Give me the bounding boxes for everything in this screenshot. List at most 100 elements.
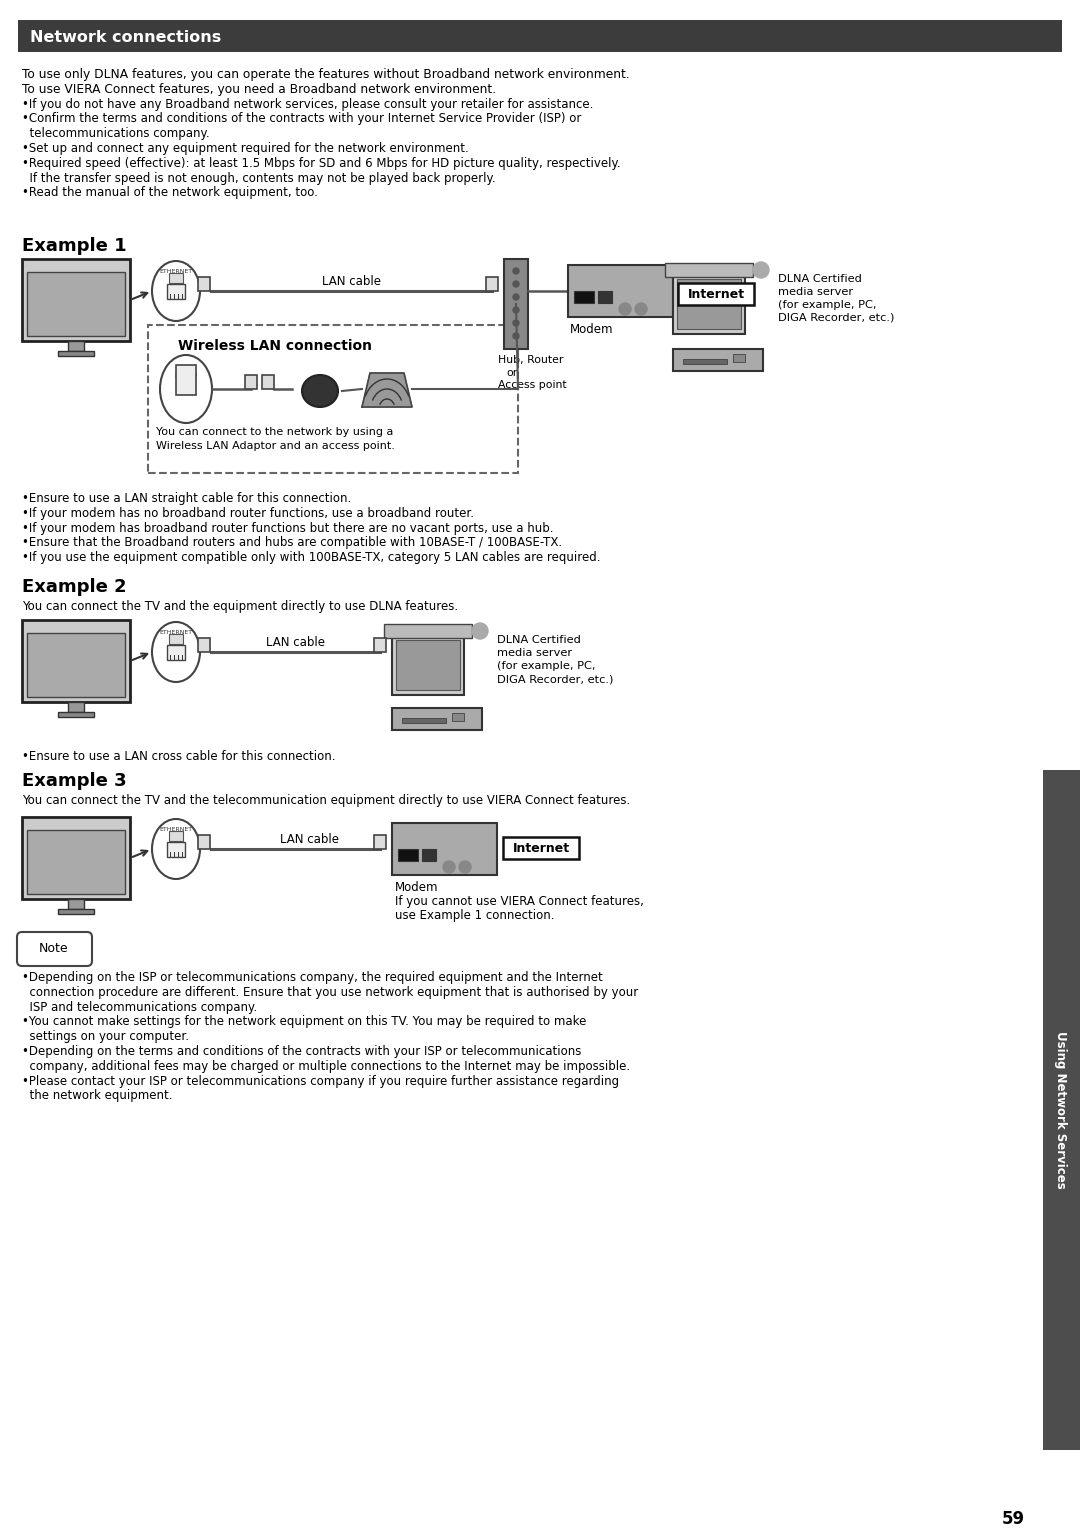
Bar [198,835,210,849]
Ellipse shape [160,355,212,423]
Bar [167,283,185,299]
Text: •If you do not have any Broadband network services, please consult your retailer: •If you do not have any Broadband networ… [22,98,593,110]
Bar [673,274,745,334]
Circle shape [513,320,519,326]
Bar [422,849,436,861]
Ellipse shape [152,260,200,322]
Bar [1043,771,1080,1449]
Text: ETHERNET: ETHERNET [160,827,192,832]
Bar [27,830,125,895]
Bar [392,708,482,731]
Bar [58,351,94,355]
Text: Note: Note [39,942,69,956]
Text: media server: media server [778,286,853,297]
Bar [167,843,185,856]
Text: •Confirm the terms and conditions of the contracts with your Internet Service Pr: •Confirm the terms and conditions of the… [22,112,581,126]
Text: Access point: Access point [498,380,567,391]
Bar [399,849,418,861]
Text: •Ensure to use a LAN cross cable for this connection.: •Ensure to use a LAN cross cable for thi… [22,751,336,763]
Bar [22,259,130,342]
Bar [198,277,210,291]
Ellipse shape [152,622,200,682]
Bar [453,712,464,722]
Bar [677,279,741,329]
Text: connection procedure are different. Ensure that you use network equipment that i: connection procedure are different. Ensu… [22,985,638,999]
Bar [683,358,727,365]
Circle shape [513,294,519,300]
Bar [168,634,183,643]
Circle shape [513,332,519,339]
Text: •Set up and connect any equipment required for the network environment.: •Set up and connect any equipment requir… [22,142,469,155]
Text: Internet: Internet [688,288,744,302]
Text: 59: 59 [1002,1511,1025,1527]
Text: •Please contact your ISP or telecommunications company if you require further as: •Please contact your ISP or telecommunic… [22,1074,619,1088]
Bar [598,291,612,303]
Bar [27,273,125,336]
Text: •Read the manual of the network equipment, too.: •Read the manual of the network equipmen… [22,187,318,199]
Bar [168,273,183,283]
Bar [198,637,210,653]
Text: ETHERNET: ETHERNET [160,270,192,274]
Text: •If your modem has no broadband router functions, use a broadband router.: •If your modem has no broadband router f… [22,507,474,519]
Bar [665,264,753,277]
Text: •You cannot make settings for the network equipment on this TV. You may be requi: •You cannot make settings for the networ… [22,1016,586,1028]
Text: DLNA Certified: DLNA Certified [778,274,862,283]
Text: ETHERNET: ETHERNET [160,630,192,634]
Text: LAN cable: LAN cable [266,636,324,650]
Text: Internet: Internet [512,843,569,855]
Text: Modem: Modem [570,323,613,336]
Text: To use VIERA Connect features, you need a Broadband network environment.: To use VIERA Connect features, you need … [22,83,496,97]
Text: (for example, PC,: (for example, PC, [497,660,595,671]
Ellipse shape [302,375,338,408]
Text: Network connections: Network connections [30,29,221,44]
Circle shape [513,268,519,274]
Bar [374,835,386,849]
Text: company, additional fees may be charged or multiple connections to the Internet : company, additional fees may be charged … [22,1060,630,1072]
Bar [374,637,386,653]
Text: To use only DLNA features, you can operate the features without Broadband networ: To use only DLNA features, you can opera… [22,67,630,81]
Text: •Ensure that the Broadband routers and hubs are compatible with 10BASE-T / 100BA: •Ensure that the Broadband routers and h… [22,536,562,550]
Bar [503,836,579,859]
Text: settings on your computer.: settings on your computer. [22,1030,189,1043]
Bar [245,375,257,389]
Bar [58,908,94,915]
Ellipse shape [152,820,200,879]
Text: Example 3: Example 3 [22,772,126,791]
Text: LAN cable: LAN cable [281,833,339,846]
Text: Example 2: Example 2 [22,578,126,596]
Bar [176,365,195,395]
Circle shape [513,280,519,286]
Bar [68,899,84,908]
Bar [68,342,84,351]
Bar [18,20,1062,52]
Text: or: or [507,368,517,378]
Circle shape [513,306,519,313]
Text: •If you use the equipment compatible only with 100BASE-TX, category 5 LAN cables: •If you use the equipment compatible onl… [22,552,600,564]
Bar [167,645,185,660]
Bar [148,325,518,473]
Bar [22,620,130,702]
Text: USB 2: USB 2 [175,372,198,381]
Bar [384,624,472,637]
Text: •Depending on the terms and conditions of the contracts with your ISP or telecom: •Depending on the terms and conditions o… [22,1045,581,1059]
Text: DIGA Recorder, etc.): DIGA Recorder, etc.) [778,313,894,323]
Bar [22,817,130,899]
Bar [504,259,528,349]
Bar [733,354,745,362]
Text: use Example 1 connection.: use Example 1 connection. [395,908,554,922]
Bar [262,375,274,389]
Text: •Required speed (effective): at least 1.5 Mbps for SD and 6 Mbps for HD picture : •Required speed (effective): at least 1.… [22,156,621,170]
Text: •If your modem has broadband router functions but there are no vacant ports, use: •If your modem has broadband router func… [22,521,554,535]
Text: •Depending on the ISP or telecommunications company, the required equipment and : •Depending on the ISP or telecommunicati… [22,971,603,984]
Text: If the transfer speed is not enough, contents may not be played back properly.: If the transfer speed is not enough, con… [22,172,496,184]
Text: Wireless LAN connection: Wireless LAN connection [178,339,372,352]
Text: •Ensure to use a LAN straight cable for this connection.: •Ensure to use a LAN straight cable for … [22,492,351,506]
Text: telecommunications company.: telecommunications company. [22,127,210,141]
Circle shape [443,861,455,873]
Text: Hub, Router: Hub, Router [498,355,564,365]
Text: Modem: Modem [395,881,438,895]
Bar [678,283,754,305]
Circle shape [459,861,471,873]
Bar [27,633,125,697]
Circle shape [635,303,647,316]
